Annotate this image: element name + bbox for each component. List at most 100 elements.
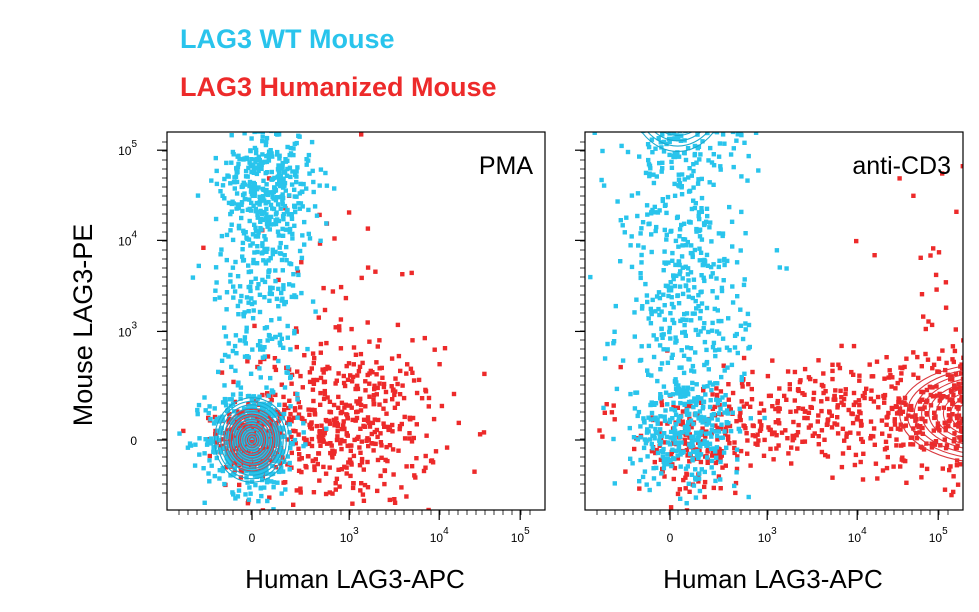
data-point xyxy=(661,72,665,76)
data-point xyxy=(790,433,795,439)
data-point xyxy=(688,404,693,409)
data-point xyxy=(657,71,661,75)
data-point xyxy=(648,417,653,422)
data-point xyxy=(273,221,279,227)
data-point xyxy=(673,238,679,244)
data-point xyxy=(259,449,264,455)
data-point xyxy=(841,402,846,408)
data-point xyxy=(709,412,715,418)
data-point xyxy=(643,281,648,287)
data-point xyxy=(718,486,723,491)
data-point xyxy=(228,473,233,478)
data-point xyxy=(729,115,733,119)
data-point xyxy=(311,360,316,366)
data-point xyxy=(285,462,290,467)
data-point xyxy=(701,275,706,280)
data-point xyxy=(716,83,720,87)
data-point xyxy=(687,84,691,88)
data-point xyxy=(324,183,330,188)
data-point xyxy=(285,370,290,375)
data-point xyxy=(278,468,283,473)
data-point xyxy=(300,204,305,209)
data-point xyxy=(689,318,694,323)
data-point xyxy=(677,365,682,370)
data-point xyxy=(311,189,316,195)
data-point xyxy=(667,152,672,158)
data-point xyxy=(645,42,649,46)
data-point xyxy=(286,367,292,372)
data-point xyxy=(940,466,945,471)
data-point xyxy=(644,293,650,298)
contour-ring xyxy=(674,83,682,94)
data-point xyxy=(252,323,257,329)
data-point xyxy=(293,172,298,178)
data-point xyxy=(232,289,238,294)
data-point xyxy=(611,118,615,122)
contour-ring xyxy=(942,392,963,435)
data-point xyxy=(228,211,233,217)
data-point xyxy=(287,398,292,403)
data-point xyxy=(745,178,750,183)
data-point xyxy=(278,240,283,246)
data-point xyxy=(696,332,701,337)
data-point xyxy=(975,460,979,464)
data-point xyxy=(709,428,714,433)
data-point xyxy=(696,476,702,481)
data-point xyxy=(264,117,268,121)
data-point xyxy=(642,64,646,68)
data-point xyxy=(679,8,683,12)
data-point xyxy=(689,31,693,35)
data-point xyxy=(667,392,672,398)
data-point xyxy=(966,396,970,400)
data-point xyxy=(688,270,694,275)
data-point xyxy=(307,422,312,428)
data-point xyxy=(233,431,238,436)
data-point xyxy=(288,404,293,409)
data-point xyxy=(297,452,302,457)
data-point xyxy=(647,163,653,168)
data-point xyxy=(231,201,236,206)
data-point xyxy=(263,237,268,242)
data-point xyxy=(970,380,974,384)
data-point xyxy=(679,348,684,353)
data-point xyxy=(919,416,924,421)
data-point xyxy=(362,482,368,488)
data-point xyxy=(248,243,253,248)
data-point xyxy=(682,437,687,442)
data-point xyxy=(647,86,651,90)
data-point xyxy=(311,398,316,404)
data-point xyxy=(950,400,956,406)
data-point xyxy=(243,460,248,465)
data-point xyxy=(311,179,316,185)
data-point xyxy=(966,374,970,378)
data-point xyxy=(928,253,933,258)
data-point xyxy=(267,227,272,232)
data-point xyxy=(688,421,694,427)
data-point xyxy=(356,369,362,374)
data-point xyxy=(628,243,633,248)
data-point xyxy=(680,450,685,455)
data-point xyxy=(694,56,698,60)
data-point xyxy=(697,409,703,414)
data-point xyxy=(667,84,671,88)
data-point xyxy=(699,206,704,211)
data-point xyxy=(945,372,951,377)
data-point xyxy=(669,228,674,234)
data-point xyxy=(243,174,249,179)
data-point xyxy=(676,126,680,130)
data-point xyxy=(719,285,725,291)
data-point xyxy=(359,132,364,137)
data-point xyxy=(250,454,256,459)
data-point xyxy=(236,223,242,229)
data-point xyxy=(967,455,971,459)
data-point xyxy=(709,387,714,393)
data-point xyxy=(233,434,238,440)
data-point xyxy=(689,28,693,32)
data-point xyxy=(657,160,662,166)
data-point xyxy=(724,345,730,350)
data-point xyxy=(287,229,292,235)
data-point xyxy=(235,274,241,279)
data-point xyxy=(694,97,698,101)
data-point xyxy=(263,201,268,206)
data-point xyxy=(266,258,271,263)
